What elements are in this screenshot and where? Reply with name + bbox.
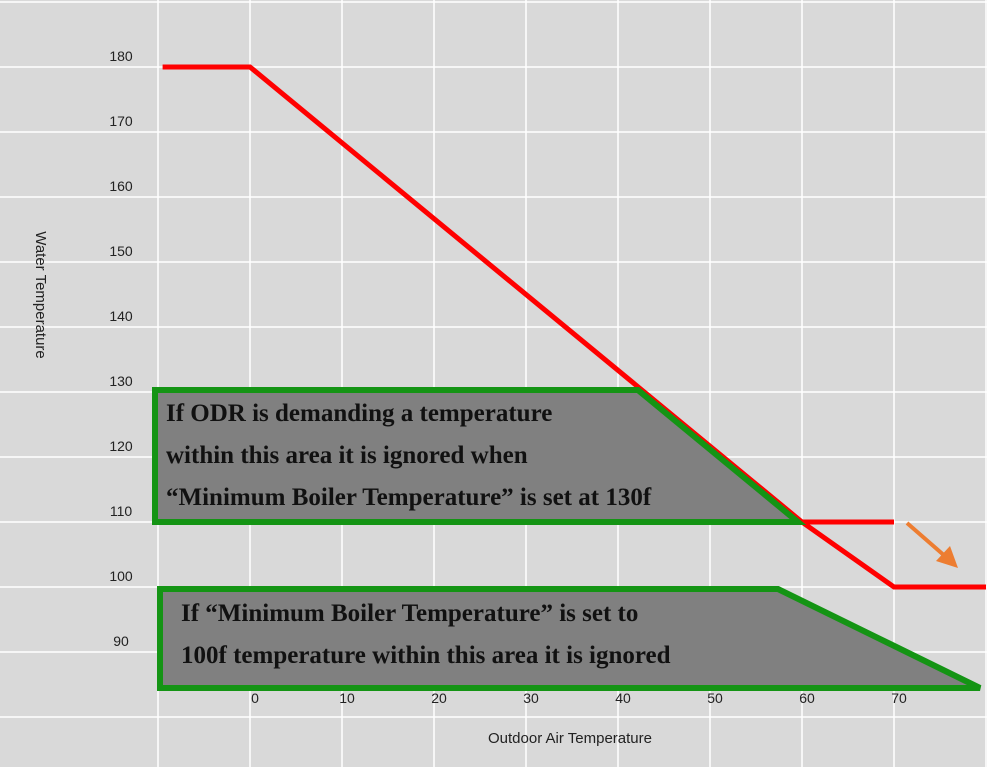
- annotation-2-line: If “Minimum Boiler Temperature” is set t…: [181, 600, 638, 627]
- y-tick-label: 140: [109, 308, 133, 324]
- x-ticks: 0 10 20 30 40 50 60 70: [251, 690, 907, 706]
- annotation-1-line: If ODR is demanding a temperature: [166, 400, 552, 427]
- y-axis-title: Water Temperature: [32, 231, 49, 359]
- annotation-box-2: [157, 586, 982, 691]
- x-axis-title: Outdoor Air Temperature: [488, 730, 652, 747]
- x-tick-label: 50: [707, 690, 723, 706]
- x-tick-label: 0: [251, 690, 259, 706]
- y-tick-label: 130: [109, 373, 133, 389]
- annotation-1-line: within this area it is ignored when: [166, 442, 528, 469]
- arrow-shaft: [905, 521, 948, 559]
- annotations: If ODR is demanding a temperature within …: [152, 387, 982, 691]
- y-tick-label: 90: [113, 633, 129, 649]
- y-tick-label: 180: [109, 48, 133, 64]
- annotation-1-line: “Minimum Boiler Temperature” is set at 1…: [166, 484, 652, 511]
- x-tick-label: 20: [431, 690, 447, 706]
- x-tick-label: 40: [615, 690, 631, 706]
- x-tick-label: 30: [523, 690, 539, 706]
- y-tick-label: 170: [109, 113, 133, 129]
- annotation-box-1: [152, 387, 807, 525]
- y-tick-label: 120: [109, 438, 133, 454]
- annotation-2-line: 100f temperature within this area it is …: [181, 642, 671, 669]
- x-tick-label: 60: [799, 690, 815, 706]
- x-tick-label: 10: [339, 690, 355, 706]
- y-tick-label: 150: [109, 243, 133, 259]
- x-tick-label: 70: [891, 690, 907, 706]
- y-ticks: 180 170 160 150 140 130 120 110 100 90: [109, 48, 133, 649]
- y-tick-label: 160: [109, 178, 133, 194]
- y-tick-label: 110: [110, 503, 133, 519]
- arrow-head: [936, 546, 958, 568]
- y-tick-label: 100: [109, 568, 133, 584]
